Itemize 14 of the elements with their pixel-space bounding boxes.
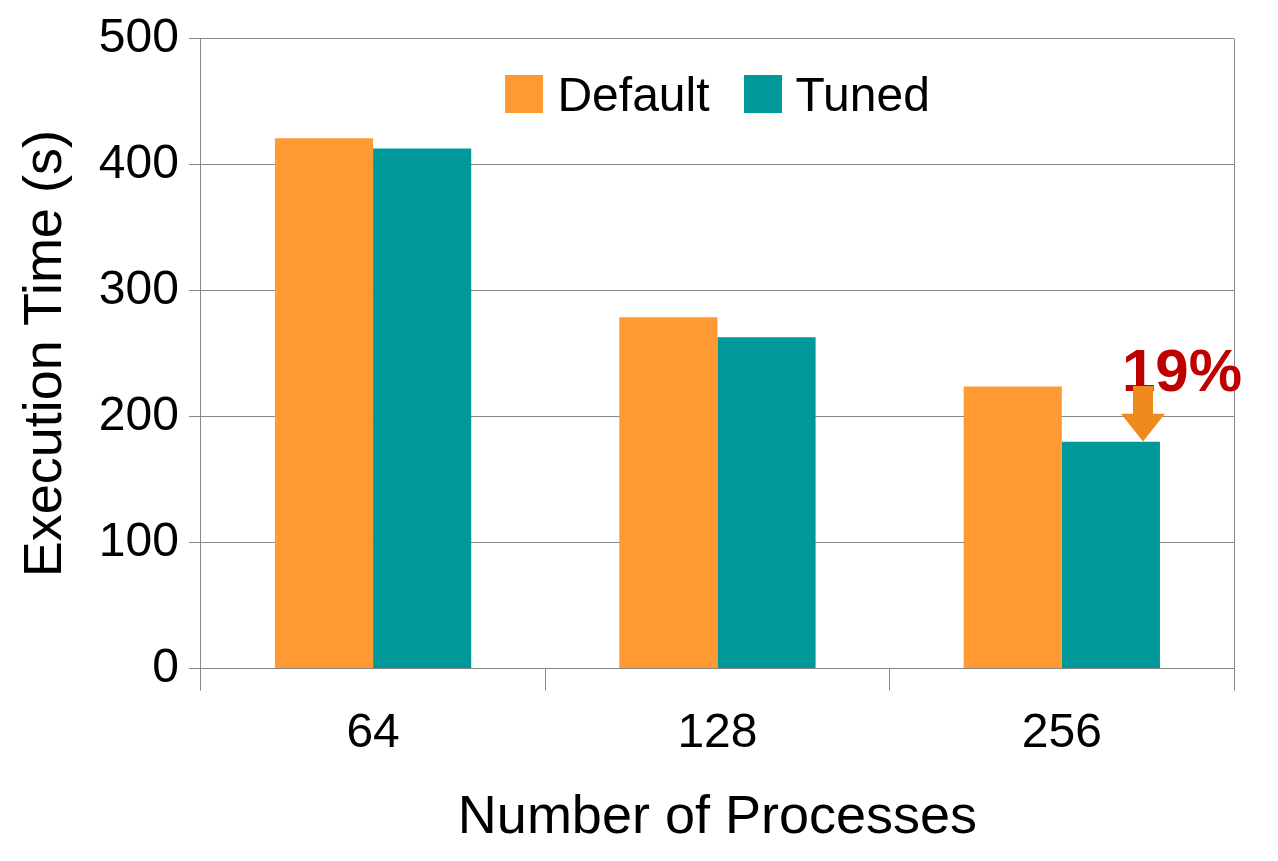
y-tick-label: 100 [98,512,179,566]
x-axis-title: Number of Processes [457,784,978,845]
x-tick-label: 64 [346,703,400,757]
y-tick-label: 400 [98,134,179,188]
y-tick-label: 0 [152,638,179,692]
legend-label: Tuned [795,66,930,122]
y-axis-title: Execution Time (s) [12,130,73,578]
y-tick-label: 200 [98,386,179,440]
annotation: 19% [1121,336,1243,406]
y-tick-label: 300 [98,260,179,314]
x-tick-label: 128 [677,703,758,757]
y-tick-label: 500 [98,9,179,63]
x-tick-label: 256 [1021,703,1102,757]
legend-label: Default [557,66,710,122]
